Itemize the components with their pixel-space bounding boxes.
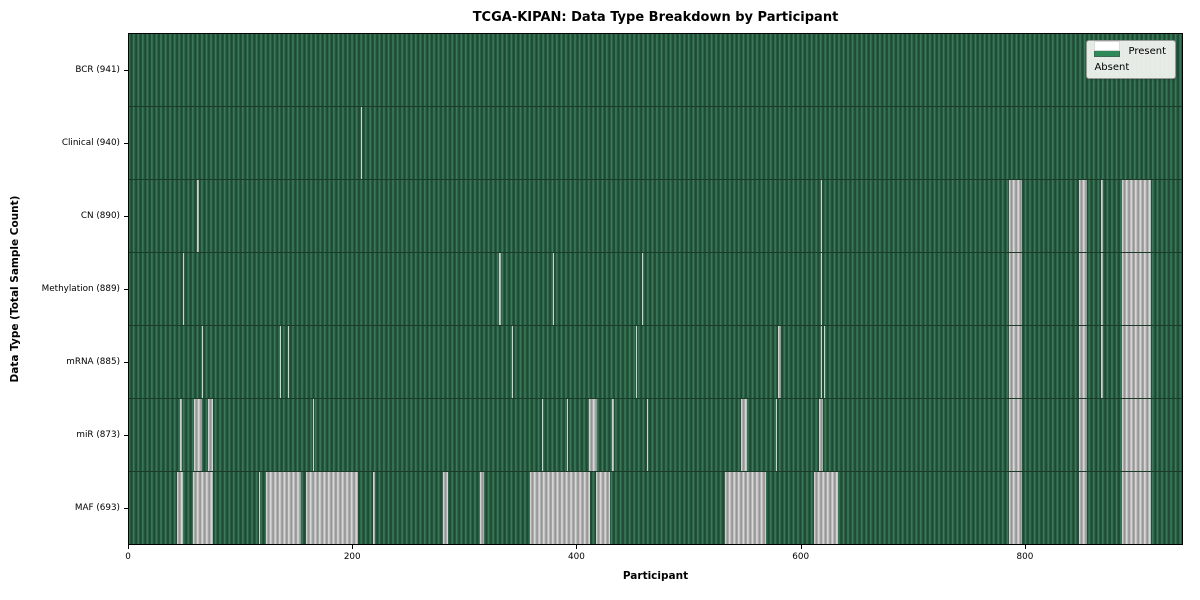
- absent-band: [725, 472, 766, 544]
- absent-band: [1121, 326, 1151, 398]
- heatmap-rows: [129, 34, 1182, 544]
- absent-band: [819, 399, 823, 471]
- absent-band: [305, 472, 359, 544]
- absent-band: [192, 472, 213, 544]
- absent-band: [612, 399, 614, 471]
- absent-band: [280, 326, 282, 398]
- absent-band: [595, 472, 611, 544]
- legend-label-absent: Absent: [1094, 62, 1130, 73]
- y-tick-label: MAF (693): [74, 503, 120, 514]
- absent-band: [553, 253, 555, 325]
- heatmap-row-mir: [129, 398, 1182, 471]
- absent-band: [177, 472, 183, 544]
- absent-band: [1079, 399, 1087, 471]
- absent-band: [312, 399, 314, 471]
- absent-band: [1008, 399, 1022, 471]
- x-tick-label: 0: [125, 552, 131, 562]
- absent-band: [823, 326, 826, 398]
- absent-band: [647, 399, 649, 471]
- absent-band: [566, 399, 568, 471]
- absent-band: [820, 253, 822, 325]
- absent-band: [541, 399, 544, 471]
- heatmap-row-methylation: [129, 252, 1182, 325]
- x-tick-label: 600: [792, 552, 810, 562]
- x-tick-mark: [1024, 545, 1026, 549]
- y-tick-label: BCR (941): [75, 64, 120, 75]
- y-tick-mark: [124, 435, 128, 437]
- absent-band: [1008, 472, 1022, 544]
- y-tick-mark: [124, 362, 128, 364]
- absent-band: [1101, 180, 1103, 252]
- y-tick-mark: [124, 215, 128, 217]
- absent-band: [480, 472, 484, 544]
- absent-band: [1121, 472, 1151, 544]
- absent-band: [641, 253, 643, 325]
- plot-area: Present Absent: [128, 33, 1183, 545]
- y-tick-mark: [124, 289, 128, 290]
- absent-band: [820, 180, 822, 252]
- absent-band: [1079, 180, 1087, 252]
- absent-band: [588, 399, 597, 471]
- x-tick-label: 800: [1016, 552, 1034, 562]
- absent-band: [511, 326, 513, 398]
- heatmap-row-cn: [129, 179, 1182, 252]
- absent-band: [1121, 180, 1151, 252]
- x-axis-label: Participant: [622, 570, 689, 582]
- y-tick-mark: [124, 142, 128, 144]
- y-tick-label: miR (873): [76, 430, 120, 441]
- absent-band: [1121, 253, 1151, 325]
- x-tick-mark: [128, 545, 129, 549]
- absent-band: [813, 472, 839, 544]
- legend-label-present: Present: [1128, 46, 1166, 57]
- absent-band: [775, 399, 777, 471]
- y-tick-label: mRNA (885): [66, 357, 120, 368]
- x-tick-mark: [800, 545, 802, 549]
- absent-band: [1008, 180, 1022, 252]
- absent-band: [182, 253, 184, 325]
- absent-band: [741, 399, 747, 471]
- absent-band: [443, 472, 448, 544]
- heatmap-row-maf: [129, 471, 1182, 544]
- y-tick-label: CN (890): [80, 210, 120, 221]
- absent-band: [265, 472, 302, 544]
- absent-band: [208, 399, 213, 471]
- absent-band: [287, 326, 289, 398]
- absent-band: [1008, 326, 1022, 398]
- heatmap-row-clinical: [129, 106, 1182, 179]
- absent-band: [201, 326, 203, 398]
- legend-swatch-absent-icon: [1094, 41, 1121, 51]
- absent-band: [193, 399, 202, 471]
- x-tick-mark: [352, 545, 354, 549]
- absent-band: [360, 107, 362, 179]
- x-tick-label: 200: [343, 552, 361, 562]
- absent-band: [197, 180, 200, 252]
- absent-band: [1121, 399, 1151, 471]
- x-tick-label: 400: [568, 552, 585, 562]
- absent-band: [1101, 326, 1103, 398]
- y-tick-label: Methylation (889): [41, 284, 120, 294]
- heatmap-row-bcr: [129, 34, 1182, 106]
- absent-band: [778, 326, 782, 398]
- absent-band: [1008, 253, 1022, 325]
- absent-band: [820, 326, 822, 398]
- absent-band: [1079, 253, 1087, 325]
- y-tick-label: Clinical (940): [61, 137, 120, 148]
- absent-band: [1079, 326, 1087, 398]
- absent-band: [180, 399, 182, 471]
- legend-item-absent: Absent: [1094, 41, 1166, 73]
- chart-title: TCGA-KIPAN: Data Type Breakdown by Parti…: [472, 10, 839, 25]
- absent-band: [1101, 253, 1103, 325]
- y-tick-mark: [124, 508, 128, 510]
- y-tick-mark: [124, 69, 128, 71]
- absent-band: [529, 472, 591, 544]
- x-tick-mark: [576, 545, 578, 549]
- absent-band: [635, 326, 638, 398]
- absent-band: [499, 253, 501, 325]
- absent-band: [372, 472, 376, 544]
- absent-band: [258, 472, 260, 544]
- legend: Present Absent: [1086, 40, 1176, 79]
- absent-band: [1079, 472, 1087, 544]
- heatmap-row-mrna: [129, 325, 1182, 398]
